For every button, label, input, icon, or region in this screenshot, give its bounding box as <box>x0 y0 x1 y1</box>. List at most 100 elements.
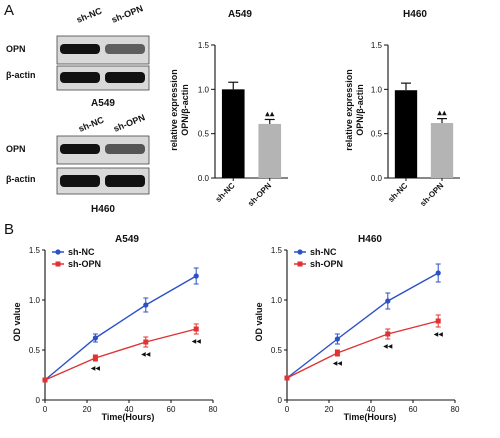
legend-label: sh-NC <box>68 247 95 257</box>
legend-marker <box>55 249 61 255</box>
lane-label-sh-nc: sh-NC <box>77 114 106 133</box>
x-tick-label: 80 <box>209 405 218 414</box>
bar-chart-h460: H460 relative expression OPN/β-actin 0.0… <box>344 9 460 208</box>
blot-band <box>105 72 145 83</box>
panel-letter-b: B <box>4 221 14 238</box>
data-point <box>284 375 290 381</box>
y-tick-label: 1.0 <box>271 296 283 305</box>
x-tick-label: 0 <box>43 405 48 414</box>
data-point <box>385 331 391 337</box>
blot-band <box>105 144 145 154</box>
data-point <box>143 302 149 308</box>
significance-marker: ◀◀ <box>141 351 151 358</box>
legend: sh-NC sh-OPN <box>294 247 343 269</box>
significance-marker: ◀◀ <box>333 360 343 367</box>
x-tick-label: 20 <box>83 405 92 414</box>
x-tick-label: 60 <box>409 405 418 414</box>
data-point <box>92 335 98 341</box>
series-line <box>286 320 439 379</box>
data-point <box>42 377 48 383</box>
growth-chart-a549: A549 OD value Time(Hours) sh-NC sh-OPN 0… <box>12 234 218 422</box>
data-point <box>435 318 441 324</box>
x-axis-label: Time(Hours) <box>102 412 155 422</box>
x-tick-label: 0 <box>285 405 290 414</box>
lane-label-sh-nc: sh-NC <box>75 5 104 24</box>
legend-label: sh-OPN <box>68 259 101 269</box>
data-point <box>385 298 391 304</box>
blot-cell-line-label: H460 <box>91 204 115 215</box>
x-tick-label: sh-NC <box>214 181 237 204</box>
y-tick-label: 0.5 <box>271 346 283 355</box>
y-tick-label: 1.5 <box>371 41 383 50</box>
legend-marker <box>297 249 303 255</box>
y-tick-label: 0 <box>278 396 283 405</box>
y-tick-label: 0.0 <box>198 174 210 183</box>
data-point <box>92 355 98 361</box>
bar <box>430 123 454 178</box>
chart-title: H460 <box>403 9 427 20</box>
significance-marker: ▲▲ <box>265 110 275 117</box>
x-tick-label: sh-OPN <box>246 181 273 208</box>
y-axis-label-line2: OPN/β-actin <box>355 84 365 136</box>
significance-marker: ▲▲ <box>437 110 447 117</box>
y-axis-label: OD value <box>254 302 264 341</box>
x-tick-label: sh-OPN <box>418 181 445 208</box>
significance-marker: ◀◀ <box>383 343 393 350</box>
blot-band <box>60 44 100 54</box>
y-axis-label: OD value <box>12 302 22 341</box>
x-axis-label: Time(Hours) <box>344 412 397 422</box>
y-axis-label-line2: OPN/β-actin <box>180 84 190 136</box>
growth-chart-h460: H460 OD value Time(Hours) sh-NC sh-OPN 0… <box>254 234 460 422</box>
row-label-opn: OPN <box>6 44 26 54</box>
chart-title: A549 <box>228 9 252 20</box>
bar <box>258 123 282 178</box>
y-tick-label: 1.0 <box>371 85 383 94</box>
y-axis-label-line1: relative expression <box>169 69 179 151</box>
blot-cell-line-label: A549 <box>91 98 115 109</box>
y-tick-label: 0.5 <box>371 130 383 139</box>
y-tick-label: 0.0 <box>371 174 383 183</box>
y-tick-label: 0.5 <box>29 346 41 355</box>
western-blot-h460: sh-NC sh-OPN OPN β-actin H460 <box>6 112 150 215</box>
blot-band <box>60 175 100 187</box>
row-label-actin: β-actin <box>6 70 36 80</box>
bar <box>394 90 418 178</box>
significance-marker: ◀◀ <box>192 338 202 345</box>
series-line <box>44 275 197 381</box>
x-tick-label: 60 <box>167 405 176 414</box>
blot-band <box>105 175 145 187</box>
series-line <box>286 272 439 379</box>
legend-marker <box>55 261 61 267</box>
lane-label-sh-opn: sh-OPN <box>112 112 146 134</box>
y-tick-label: 1.5 <box>29 246 41 255</box>
x-tick-label: 40 <box>367 405 376 414</box>
bar-chart-a549: A549 relative expression OPN/β-actin 0.0… <box>169 9 288 208</box>
y-tick-label: 0 <box>36 396 41 405</box>
x-tick-label: 20 <box>325 405 334 414</box>
blot-band <box>60 144 100 154</box>
x-tick-label: sh-NC <box>386 181 409 204</box>
x-tick-label: 80 <box>451 405 460 414</box>
chart-title: A549 <box>115 234 139 245</box>
y-tick-label: 1.0 <box>198 85 210 94</box>
y-tick-label: 1.0 <box>29 296 41 305</box>
legend: sh-NC sh-OPN <box>52 247 101 269</box>
data-point <box>193 273 199 279</box>
western-blot-a549: sh-NC sh-OPN OPN β-actin A549 <box>6 3 150 109</box>
y-tick-label: 1.5 <box>271 246 283 255</box>
legend-marker <box>297 261 303 267</box>
legend-label: sh-NC <box>310 247 337 257</box>
bar <box>221 89 245 178</box>
data-point <box>143 339 149 345</box>
y-axis-label-line1: relative expression <box>344 69 354 151</box>
lane-label-sh-opn: sh-OPN <box>110 3 144 25</box>
chart-title: H460 <box>358 234 382 245</box>
row-label-opn: OPN <box>6 144 26 154</box>
x-tick-label: 40 <box>125 405 134 414</box>
data-point <box>334 350 340 356</box>
blot-band <box>105 44 145 54</box>
data-point <box>193 326 199 332</box>
significance-marker: ◀◀ <box>91 365 101 372</box>
series-line <box>44 328 197 381</box>
